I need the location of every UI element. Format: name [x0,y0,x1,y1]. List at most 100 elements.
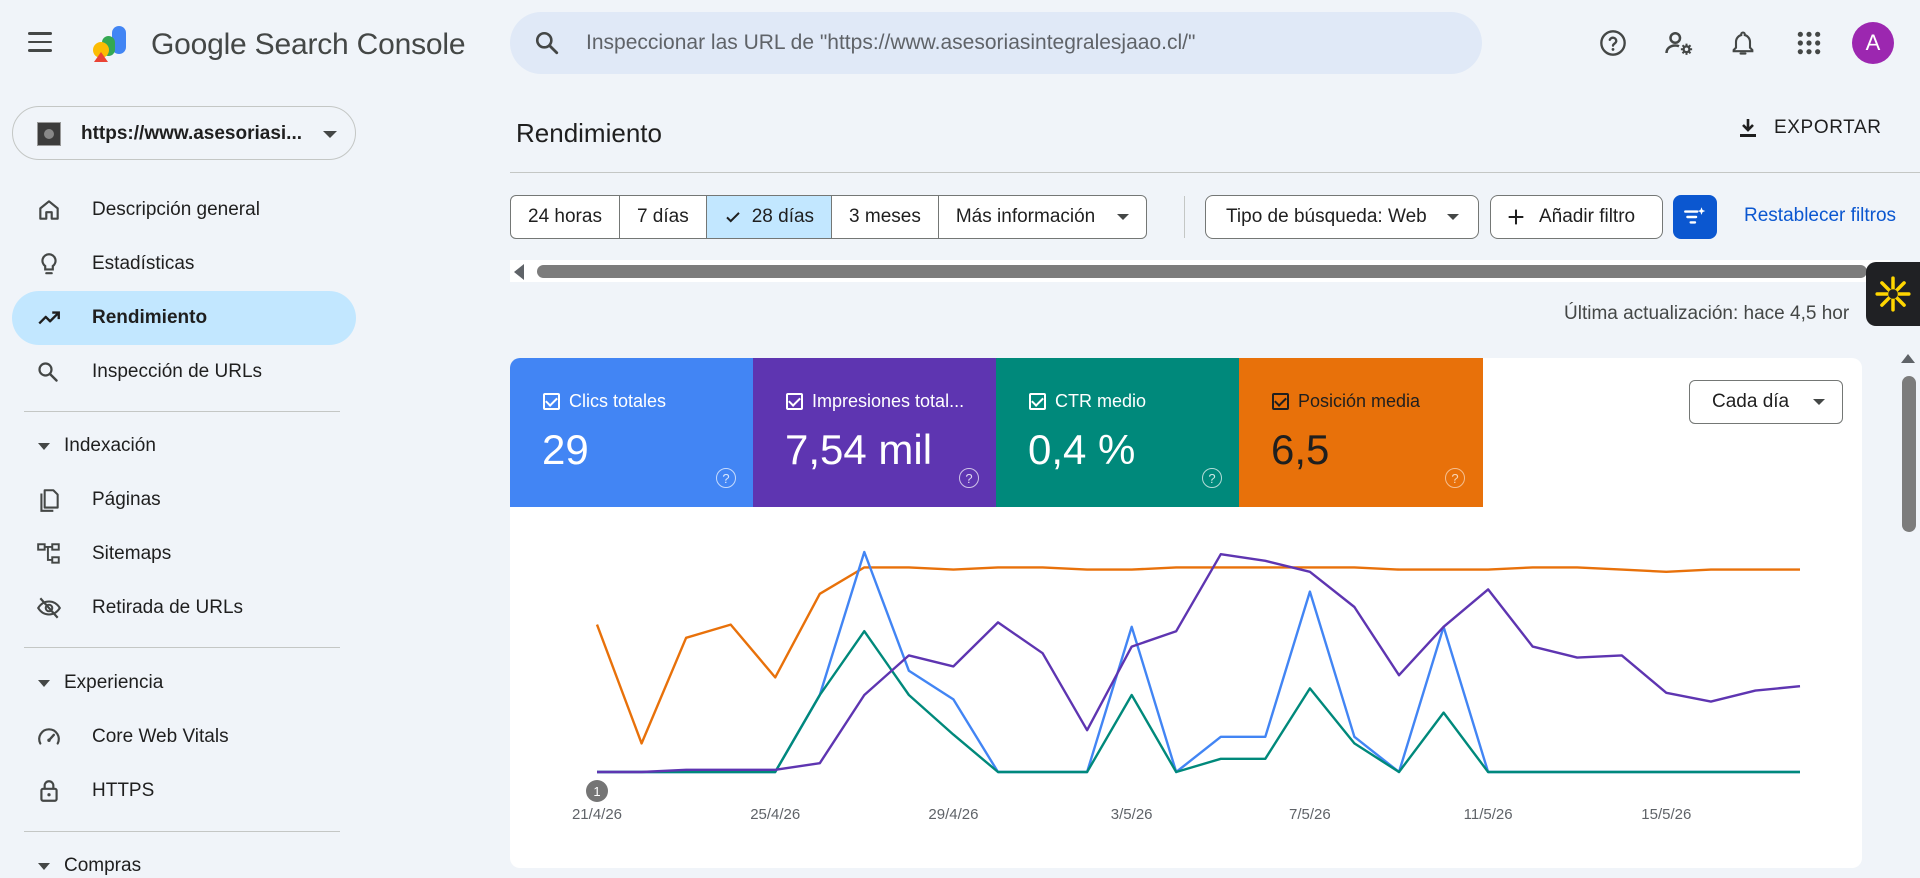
sidebar-item-performance[interactable]: Rendimiento [12,291,356,345]
help-icon[interactable]: ? [1445,468,1465,488]
url-inspection-search[interactable] [510,12,1482,74]
sidebar-item-insights[interactable]: Estadísticas [12,237,356,291]
x-tick-label: 21/4/26 [572,806,622,823]
dropdown-caret-icon [1446,214,1459,220]
metric-value: 7,54 mil [785,426,933,473]
x-tick-label: 25/4/26 [750,806,800,823]
sidebar-item-overview[interactable]: Descripción general [12,183,356,237]
property-label: https://www.asesoriasi... [81,123,303,144]
collapse-triangle-icon [38,679,50,687]
download-icon [1740,119,1756,137]
series-line-impresiones-totales [597,553,1801,774]
sidebar-item-label: Inspección de URLs [92,361,263,382]
granularity-label: Cada día [1712,391,1790,412]
sitemap-icon [37,543,60,564]
search-input[interactable] [586,24,1446,62]
account-avatar[interactable]: A [1852,22,1894,64]
vertical-scrollbar[interactable] [1902,376,1916,532]
horizontal-scrollbar[interactable] [537,265,1867,278]
toolbar-separator [1184,196,1185,238]
range-3m[interactable]: 3 meses [832,196,939,238]
help-icon[interactable]: ? [1202,468,1222,488]
dropdown-caret-icon [323,131,337,138]
metric-position[interactable]: Posición media 6,5 ? [1239,358,1483,507]
sidebar-item-url-inspection[interactable]: Inspección de URLs [12,345,356,399]
pages-icon [40,489,59,512]
search-icon [38,362,58,382]
scroll-up-arrow-icon[interactable] [1901,354,1915,363]
sidebar-item-core-web-vitals[interactable]: Core Web Vitals [12,710,356,764]
lock-icon [40,780,58,802]
range-label: 3 meses [849,206,921,227]
sidebar-item-label: Páginas [92,489,161,510]
metric-value: 0,4 % [1028,426,1136,473]
series-line-posición-media [595,566,1800,745]
export-label: EXPORTAR [1774,117,1882,138]
sidebar-section-experience[interactable]: Experiencia [38,672,163,694]
sidebar-divider [24,647,340,648]
sidebar-item-removals[interactable]: Retirada de URLs [12,581,356,635]
add-filter-button[interactable]: Añadir filtro [1490,195,1663,239]
sidebar-item-https[interactable]: HTTPS [12,764,356,818]
checkbox-icon [543,393,560,410]
trending-up-icon [38,311,60,325]
site-favicon [37,122,61,146]
performance-card: Clics totales 29 ? Impresiones total... … [510,358,1862,868]
annotation-marker[interactable]: 1 [586,780,608,802]
sidebar-item-label: Core Web Vitals [92,726,229,747]
speed-icon [38,728,60,745]
sidebar-item-sitemaps[interactable]: Sitemaps [12,527,356,581]
range-7d[interactable]: 7 días [620,196,707,238]
main-menu-button[interactable] [28,26,68,60]
svg-text:1: 1 [593,784,600,799]
checkbox-icon [1029,393,1046,410]
smart-filter-button[interactable] [1673,195,1717,239]
notifications-icon[interactable] [1724,24,1762,62]
metric-value: 6,5 [1271,426,1330,473]
metric-ctr[interactable]: CTR medio 0,4 % ? [996,358,1240,507]
series-line-clics-totales [597,550,1800,774]
x-tick-label: 7/5/26 [1289,806,1331,823]
range-28d[interactable]: 28 días [706,196,833,238]
sidebar-item-pages[interactable]: Páginas [12,473,356,527]
sidebar-divider [24,411,340,412]
eye-off-icon [36,597,62,619]
range-24h[interactable]: 24 horas [511,196,620,238]
search-type-filter[interactable]: Tipo de búsqueda: Web [1205,195,1479,239]
sidebar-item-label: HTTPS [92,780,155,801]
metric-impressions[interactable]: Impresiones total... 7,54 mil ? [753,358,997,507]
lightbulb-icon [41,253,57,275]
range-label: 7 días [636,206,689,227]
check-icon [726,212,740,223]
metric-label: Impresiones total... [812,391,965,411]
range-label: 24 horas [528,206,602,227]
sidebar-section-indexing[interactable]: Indexación [38,435,156,457]
metric-label: CTR medio [1055,391,1147,411]
sidebar-section-shopping[interactable]: Compras [38,855,141,877]
help-icon[interactable]: ? [716,468,736,488]
dropdown-caret-icon [1813,399,1826,405]
extension-tab[interactable] [1866,262,1920,326]
scroll-left-arrow-icon[interactable] [514,264,524,280]
granularity-dropdown[interactable]: Cada día [1689,380,1843,424]
checkbox-icon [786,393,803,410]
collapse-triangle-icon [38,862,50,870]
user-settings-icon[interactable] [1660,24,1698,62]
help-icon[interactable]: ? [959,468,979,488]
date-range-selector[interactable]: 24 horas 7 días 28 días 3 meses Más info… [510,195,1148,239]
help-icon[interactable] [1594,24,1632,62]
property-selector[interactable]: https://www.asesoriasi... [12,106,356,160]
page-title: Rendimiento [516,118,662,148]
apps-grid-icon[interactable] [1790,24,1828,62]
export-button[interactable]: EXPORTAR [1736,116,1882,140]
app-title: Google Search Console [151,28,466,61]
dropdown-caret-icon [1117,214,1130,220]
header-divider [510,172,1920,173]
metric-clicks[interactable]: Clics totales 29 ? [510,358,754,507]
checkbox-icon [1272,393,1289,410]
section-title: Compras [64,855,142,876]
reset-filters-link[interactable]: Restablecer filtros [1744,205,1897,226]
range-more[interactable]: Más información [939,196,1146,238]
metric-label: Posición media [1298,391,1421,411]
sidebar-item-label: Retirada de URLs [92,597,244,618]
